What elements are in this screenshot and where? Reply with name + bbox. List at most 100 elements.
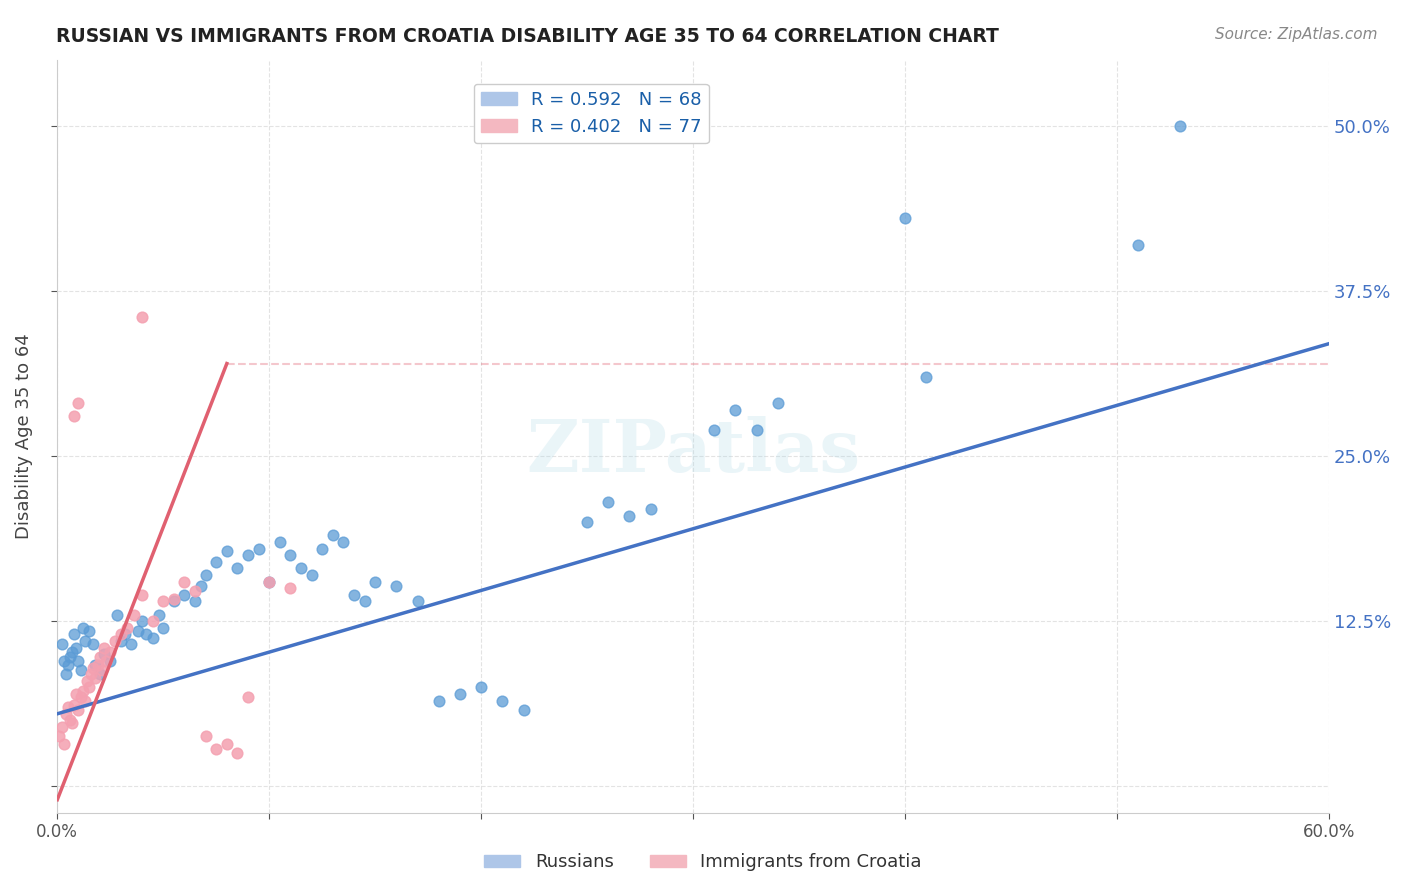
Point: [93, 640, 115, 655]
Point: [77, 681, 100, 695]
Point: [152, 594, 174, 608]
Point: [48, 729, 70, 743]
Point: [59, 714, 82, 728]
Point: [236, 690, 259, 704]
Point: [257, 574, 280, 589]
Point: [94, 654, 117, 668]
Point: [449, 687, 471, 701]
Point: [269, 535, 291, 549]
Point: [105, 607, 128, 622]
Point: [247, 541, 270, 556]
Point: [290, 561, 312, 575]
Point: [131, 310, 153, 325]
Point: [131, 614, 153, 628]
Point: [406, 594, 429, 608]
Point: [122, 607, 145, 622]
Point: [194, 568, 217, 582]
Point: [84, 657, 107, 672]
Point: [163, 591, 186, 606]
Point: [67, 703, 90, 717]
Point: [84, 671, 107, 685]
Point: [98, 645, 121, 659]
Point: [385, 578, 408, 592]
Point: [148, 607, 170, 622]
Point: [55, 706, 77, 721]
Point: [80, 667, 103, 681]
Point: [512, 703, 534, 717]
Text: RUSSIAN VS IMMIGRANTS FROM CROATIA DISABILITY AGE 35 TO 64 CORRELATION CHART: RUSSIAN VS IMMIGRANTS FROM CROATIA DISAB…: [56, 27, 1000, 45]
Point: [173, 574, 195, 589]
Point: [98, 654, 121, 668]
Point: [103, 634, 125, 648]
Point: [190, 578, 212, 592]
Point: [65, 687, 87, 701]
Point: [491, 693, 513, 707]
Point: [60, 716, 83, 731]
Point: [55, 667, 77, 681]
Point: [82, 637, 104, 651]
Point: [215, 544, 238, 558]
Point: [110, 634, 132, 648]
Point: [184, 594, 207, 608]
Point: [131, 588, 153, 602]
Point: [115, 621, 138, 635]
Point: [470, 681, 492, 695]
Text: Source: ZipAtlas.com: Source: ZipAtlas.com: [1215, 27, 1378, 42]
Point: [63, 627, 86, 641]
Point: [576, 515, 599, 529]
Point: [77, 624, 100, 638]
Point: [640, 502, 662, 516]
Y-axis label: Disability Age 35 to 64: Disability Age 35 to 64: [15, 334, 32, 539]
Point: [82, 660, 104, 674]
Point: [52, 737, 75, 751]
Point: [89, 649, 111, 664]
Point: [194, 729, 217, 743]
Point: [173, 588, 195, 602]
Point: [65, 640, 87, 655]
Point: [301, 568, 323, 582]
Point: [86, 657, 108, 672]
Point: [619, 508, 641, 523]
Point: [59, 649, 82, 664]
Point: [724, 402, 747, 417]
Point: [73, 693, 96, 707]
Point: [152, 621, 174, 635]
Point: [184, 583, 207, 598]
Point: [915, 369, 938, 384]
Point: [67, 396, 90, 410]
Point: [110, 627, 132, 641]
Point: [1126, 237, 1149, 252]
Point: [63, 409, 86, 424]
Point: [280, 581, 302, 595]
Point: [56, 657, 79, 672]
Point: [56, 700, 79, 714]
Point: [163, 594, 186, 608]
Point: [127, 624, 149, 638]
Point: [226, 561, 249, 575]
Point: [280, 548, 302, 562]
Point: [226, 747, 249, 761]
Point: [60, 645, 83, 659]
Point: [142, 614, 165, 628]
Point: [343, 588, 366, 602]
Point: [51, 637, 73, 651]
Point: [745, 423, 768, 437]
Point: [142, 632, 165, 646]
Point: [215, 737, 238, 751]
Legend: Russians, Immigrants from Croatia: Russians, Immigrants from Croatia: [477, 847, 929, 879]
Point: [114, 627, 136, 641]
Point: [353, 594, 375, 608]
Point: [72, 684, 94, 698]
Point: [364, 574, 387, 589]
Point: [257, 574, 280, 589]
Point: [205, 742, 228, 756]
Point: [1170, 119, 1192, 133]
Point: [205, 555, 228, 569]
Point: [332, 535, 354, 549]
Point: [69, 663, 91, 677]
Point: [894, 211, 917, 226]
Point: [135, 627, 157, 641]
Point: [703, 423, 725, 437]
Point: [69, 690, 91, 704]
Point: [311, 541, 333, 556]
